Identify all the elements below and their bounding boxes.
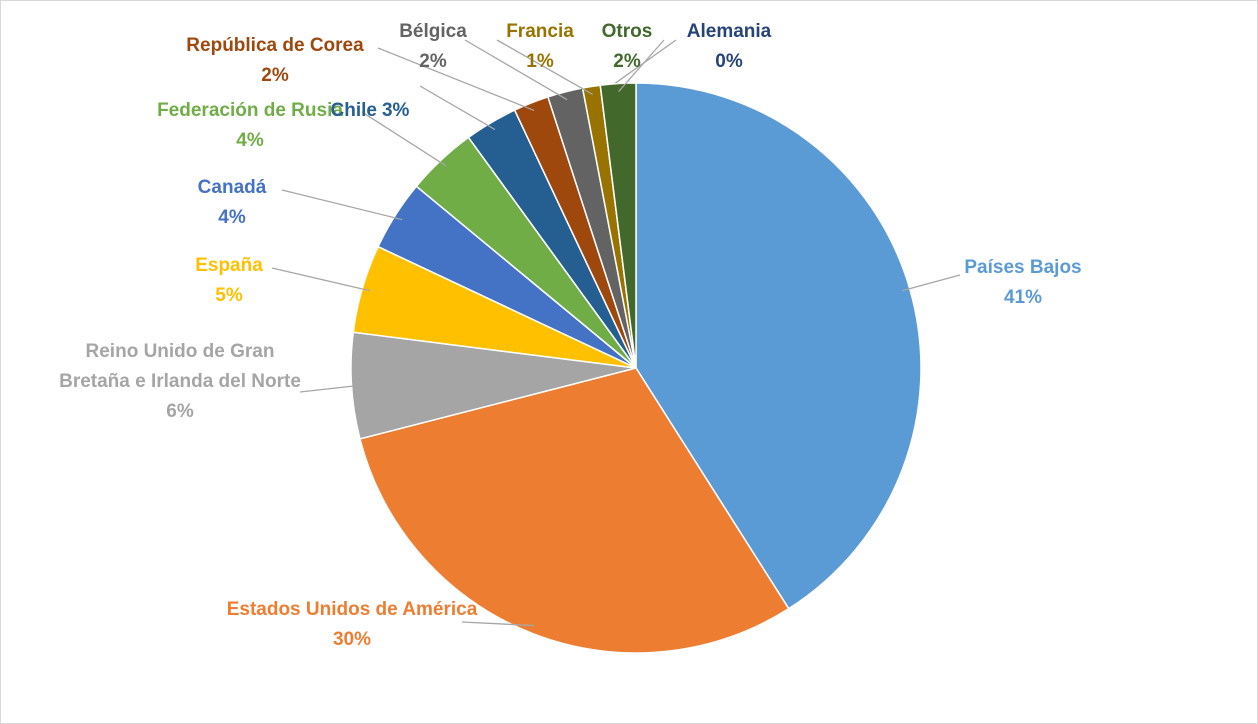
leader-line — [377, 47, 535, 112]
data-label: Bélgica 2% — [388, 17, 478, 77]
data-label: Estados Unidos de América 30% — [222, 595, 482, 655]
slice-name: República de Corea — [186, 35, 364, 56]
data-label: Federación de Rusia 4% — [130, 96, 370, 156]
slice-value: 4% — [218, 207, 246, 228]
pie-slice — [599, 82, 637, 369]
slice-value: 4% — [236, 130, 264, 151]
data-label: Otros 2% — [587, 17, 667, 77]
slice-value: 6% — [166, 401, 194, 422]
data-label: Países Bajos 41% — [933, 253, 1113, 313]
slice-value: 2% — [613, 51, 641, 72]
data-label: Reino Unido de Gran Bretaña e Irlanda de… — [50, 337, 310, 427]
slice-name: España — [195, 255, 263, 276]
slice-value: 3% — [381, 100, 410, 121]
leader-line — [419, 85, 496, 131]
slice-name: Estados Unidos de América — [226, 599, 478, 620]
leader-line — [299, 384, 360, 393]
slice-name: Federación de Rusia — [157, 100, 343, 121]
leader-line — [281, 189, 403, 221]
leader-line — [901, 274, 961, 292]
slice-value: 2% — [419, 51, 447, 72]
data-label: España 5% — [169, 251, 289, 311]
slice-name: Chile — [330, 100, 377, 121]
slice-value: 1% — [526, 51, 554, 72]
leader-line — [496, 39, 593, 95]
slice-value: 5% — [215, 285, 243, 306]
slice-value: 0% — [715, 51, 743, 72]
data-label: Canadá 4% — [172, 173, 292, 233]
leader-line — [618, 39, 665, 92]
pie-slice — [359, 367, 790, 654]
slice-name: Alemania — [686, 21, 772, 42]
slice-name: Bélgica — [399, 21, 467, 42]
data-label: Francia 1% — [495, 17, 585, 77]
data-label: República de Corea 2% — [160, 31, 390, 91]
data-label: Alemania 0% — [669, 17, 789, 77]
slice-name: Canadá — [197, 177, 267, 198]
slice-name: Otros — [601, 21, 653, 42]
leader-line — [361, 111, 447, 167]
slice-name: Francia — [506, 21, 574, 42]
leader-line — [461, 621, 535, 627]
leader-line — [464, 39, 568, 101]
leader-line — [271, 267, 371, 292]
slice-value: 2% — [261, 65, 289, 86]
data-label: Chile 3% — [320, 96, 420, 126]
slice-name: Países Bajos — [964, 257, 1082, 278]
slice-name: Reino Unido de Gran Bretaña e Irlanda de… — [59, 341, 301, 392]
slice-value: 41% — [1003, 287, 1043, 308]
slice-value: 30% — [332, 629, 372, 650]
